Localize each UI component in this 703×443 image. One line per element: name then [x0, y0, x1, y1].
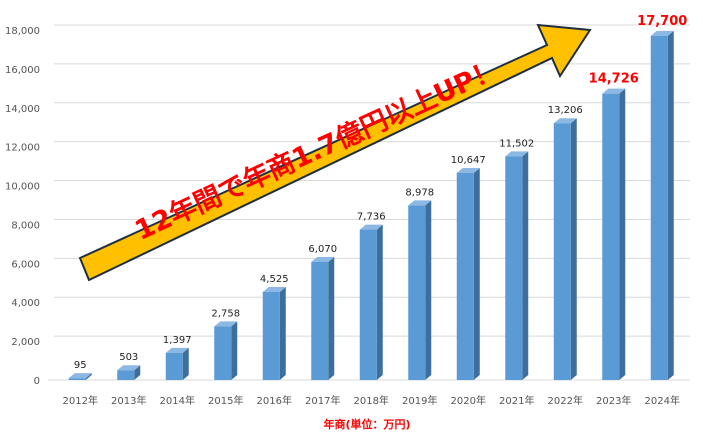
bar-side: [619, 88, 626, 381]
bar-side: [279, 287, 286, 380]
bar-side: [231, 321, 238, 380]
bar-top: [68, 373, 92, 379]
arrow-icon: [78, 23, 592, 282]
x-tick-label: 2013年: [111, 394, 146, 407]
bar-side: [182, 347, 189, 380]
bar-side: [134, 365, 141, 380]
bar-side: [473, 167, 480, 380]
bar: [602, 88, 626, 381]
x-axis-ticks: 2012年 2013年 2014年 2015年 2016年 2017年 2018年 2019年…: [63, 394, 680, 407]
y-tick-label: 14,000: [5, 104, 40, 115]
bar-front: [505, 156, 523, 380]
y-axis-ticks: 0 2,000 4,000 6,000 8,000 10,000 12,000 14,000 1…: [5, 26, 40, 387]
bar-top: [505, 151, 529, 157]
data-label: 10,647: [451, 155, 486, 166]
data-label: 8,978: [405, 187, 434, 198]
x-tick-label: 2024年: [645, 394, 680, 407]
bar-top: [117, 365, 141, 371]
data-label: 13,206: [548, 105, 583, 116]
bar-side: [570, 118, 577, 380]
y-tick-label: 12,000: [5, 143, 40, 154]
bar: [311, 256, 335, 380]
bar-top: [214, 321, 238, 327]
bar-top: [650, 30, 674, 36]
data-label: 4,525: [260, 274, 289, 285]
bar-top: [553, 118, 577, 124]
x-tick-label: 2014年: [160, 394, 195, 407]
bar: [214, 321, 238, 380]
bar: [553, 118, 577, 380]
bar-side: [425, 200, 432, 380]
bar: [456, 167, 480, 380]
bar-side: [328, 256, 335, 380]
bar-top: [262, 287, 286, 293]
bar-front: [602, 93, 620, 381]
bar: [408, 200, 432, 380]
bar: [68, 373, 92, 380]
bar: [165, 347, 189, 380]
x-tick-label: 2012年: [63, 394, 98, 407]
bar-top: [456, 167, 480, 173]
y-tick-label: 10,000: [5, 182, 40, 193]
bar-top: [359, 224, 383, 230]
bar-front: [214, 326, 232, 380]
banner-text: 12年間で年商1.7億円以上UP！: [130, 53, 505, 247]
bar-front: [117, 370, 135, 380]
bar: [650, 30, 674, 380]
x-tick-label: 2015年: [208, 394, 243, 407]
y-tick-label: 6,000: [11, 259, 40, 270]
bar-top: [165, 347, 189, 353]
data-label: 17,700: [637, 14, 687, 29]
bar: [262, 287, 286, 380]
bar-top: [408, 200, 432, 206]
bar-side: [85, 373, 92, 380]
y-tick-label: 16,000: [5, 65, 40, 76]
x-tick-label: 2020年: [451, 394, 486, 407]
bar-front: [650, 35, 668, 380]
data-label: 95: [74, 360, 87, 371]
bar-side: [376, 224, 383, 380]
x-tick-label: 2023年: [596, 394, 631, 407]
data-labels: 95 503 1,397 2,758 4,525 6,070 7,736 8,978 10,64…: [74, 14, 687, 371]
bar-front: [68, 378, 86, 380]
x-axis-title: 年商(単位：万円): [323, 417, 410, 431]
x-tick-label: 2016年: [257, 394, 292, 407]
bar: [359, 224, 383, 380]
y-tick-label: 2,000: [11, 337, 40, 348]
y-tick-label: 4,000: [11, 298, 40, 309]
y-tick-label: 0: [34, 376, 40, 387]
x-tick-label: 2017年: [305, 394, 340, 407]
bar-top: [311, 256, 335, 262]
x-tick-label: 2022年: [548, 394, 583, 407]
data-label: 2,758: [211, 308, 240, 319]
bar-front: [408, 205, 426, 380]
bar: [117, 365, 141, 380]
data-label: 503: [119, 352, 138, 363]
bar-side: [522, 151, 529, 380]
bar-side: [667, 30, 674, 380]
data-label: 6,070: [308, 244, 337, 255]
x-tick-label: 2018年: [354, 394, 389, 407]
data-label: 11,502: [499, 138, 534, 149]
x-tick-label: 2021年: [499, 394, 534, 407]
data-label: 1,397: [163, 335, 192, 346]
y-tick-label: 8,000: [11, 220, 40, 231]
bar-front: [311, 261, 329, 380]
bar-front: [359, 229, 377, 380]
data-label: 7,736: [357, 212, 386, 223]
bar-front: [456, 172, 474, 380]
bar-front: [553, 123, 571, 380]
data-label: 14,726: [589, 72, 639, 87]
bar-front: [165, 352, 183, 380]
bar-front: [262, 292, 280, 380]
x-tick-label: 2019年: [402, 394, 437, 407]
bars: [68, 30, 674, 381]
y-tick-label: 18,000: [5, 26, 40, 37]
bar-top: [602, 88, 626, 94]
bar: [505, 151, 529, 380]
